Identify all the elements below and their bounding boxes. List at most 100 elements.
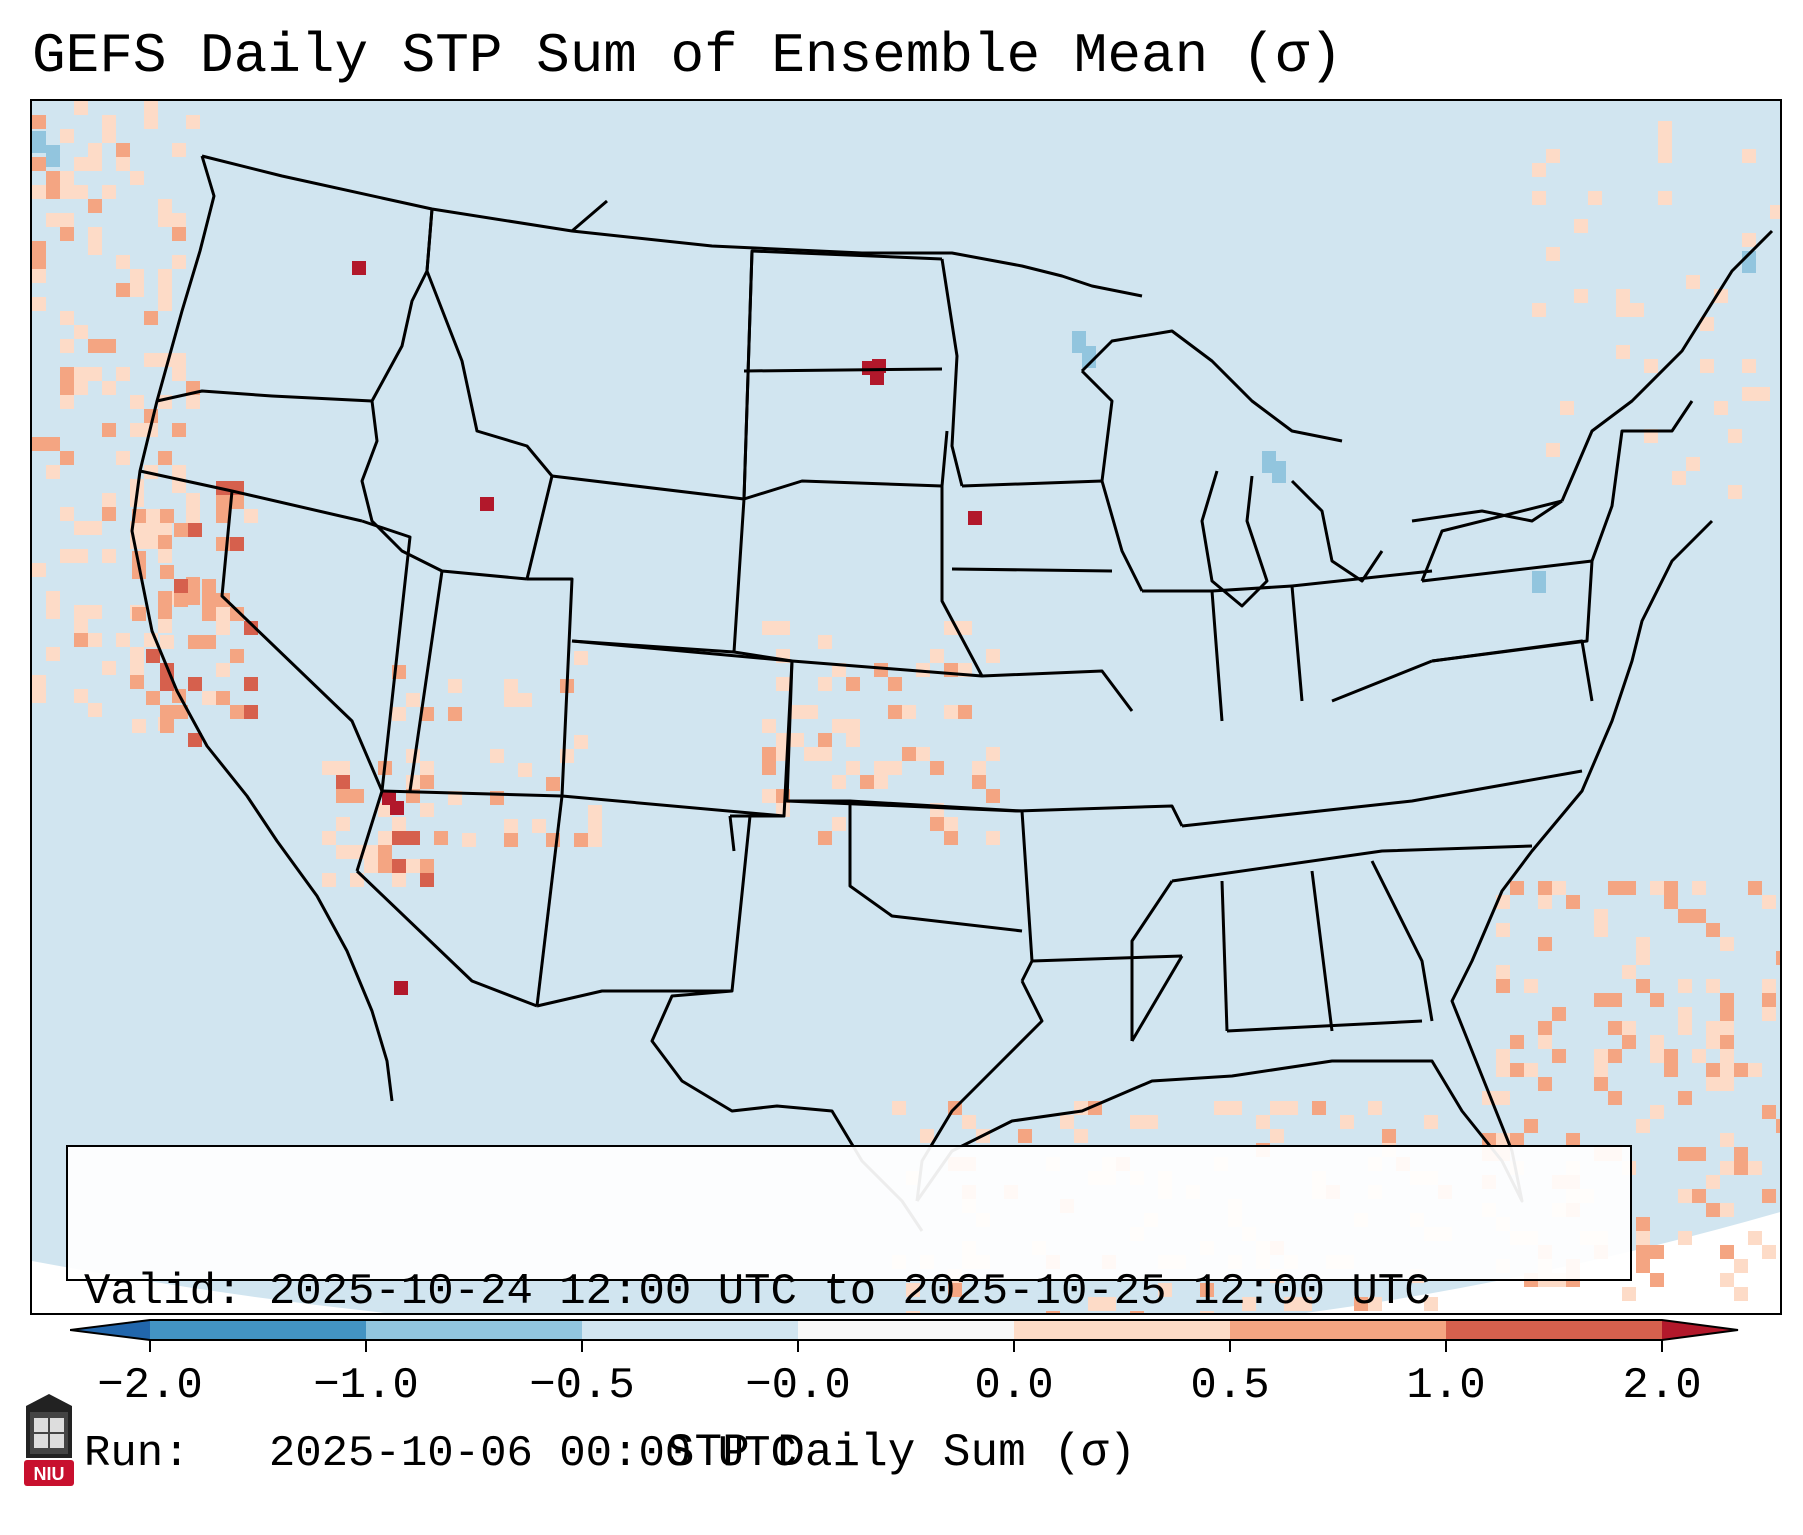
- anomaly-cell: [762, 789, 776, 803]
- anomaly-cell: [762, 621, 776, 635]
- anomaly-cell: [448, 707, 462, 721]
- anomaly-cell: [32, 689, 46, 703]
- anomaly-cell: [1368, 1101, 1382, 1115]
- anomaly-cell: [188, 733, 202, 747]
- anomaly-cell: [1424, 1297, 1438, 1311]
- anomaly-cell: [60, 339, 74, 353]
- anomaly-cell: [230, 607, 244, 621]
- anomaly-cell: [1734, 1287, 1748, 1301]
- anomaly-cell: [1770, 205, 1780, 219]
- anomaly-cell: [1706, 1063, 1720, 1077]
- anomaly-cell: [60, 227, 74, 241]
- anomaly-cell: [392, 831, 406, 845]
- anomaly-cell: [574, 833, 588, 847]
- anomaly-cell: [1158, 1283, 1172, 1297]
- anomaly-cell: [560, 749, 574, 763]
- anomaly-cell: [1074, 1129, 1088, 1143]
- anomaly-cell: [1734, 1259, 1748, 1273]
- anomaly-cell: [1650, 1049, 1664, 1063]
- anomaly-cell: [1686, 457, 1700, 471]
- anomaly-cell: [158, 591, 172, 605]
- anomaly-cell: [74, 367, 88, 381]
- anomaly-cell: [158, 199, 172, 213]
- anomaly-cell: [1636, 1119, 1650, 1133]
- anomaly-cell: [1636, 937, 1650, 951]
- anomaly-cell: [958, 705, 972, 719]
- anomaly-cell: [490, 749, 504, 763]
- anomaly-cell: [116, 157, 130, 171]
- anomaly-cell: [216, 593, 230, 607]
- anomaly-cell: [1650, 1273, 1664, 1287]
- anomaly-cell: [532, 819, 546, 833]
- anomaly-cell: [88, 633, 102, 647]
- anomaly-cell: [930, 817, 944, 831]
- anomaly-cell: [172, 227, 186, 241]
- anomaly-cell: [116, 283, 130, 297]
- anomaly-cell: [88, 521, 102, 535]
- anomaly-cell: [188, 677, 202, 691]
- anomaly-cell: [546, 777, 560, 791]
- colorbar-tick-label: −1.0: [313, 1361, 419, 1411]
- anomaly-cell: [790, 733, 804, 747]
- anomaly-cell: [420, 873, 434, 887]
- anomaly-cell: [944, 831, 958, 845]
- anomaly-cell: [1496, 1049, 1510, 1063]
- anomaly-cell: [588, 805, 602, 819]
- anomaly-cell-high: [870, 371, 884, 385]
- anomaly-cell: [1538, 881, 1552, 895]
- anomaly-cell: [1574, 219, 1588, 233]
- anomaly-cell: [1552, 881, 1566, 895]
- anomaly-cell: [1130, 1115, 1144, 1129]
- anomaly-cell: [574, 735, 588, 749]
- anomaly-cell: [230, 537, 244, 551]
- valid-time-text: Valid: 2025-10-24 12:00 UTC to 2025-10-2…: [84, 1267, 1431, 1317]
- anomaly-cell: [1546, 247, 1560, 261]
- anomaly-cell: [158, 297, 172, 311]
- anomaly-cell: [160, 509, 174, 523]
- anomaly-cell: [1636, 1231, 1650, 1245]
- anomaly-cell: [202, 579, 216, 593]
- logo-text: NIU: [34, 1464, 65, 1484]
- anomaly-cell: [420, 761, 434, 775]
- anomaly-cell: [364, 859, 378, 873]
- anomaly-cell: [1496, 979, 1510, 993]
- anomaly-cell: [1354, 1297, 1368, 1311]
- anomaly-cell-low: [1532, 571, 1546, 593]
- anomaly-cell: [1018, 1129, 1032, 1143]
- anomaly-cell: [1762, 1189, 1776, 1203]
- anomaly-cell: [32, 157, 46, 171]
- anomaly-cell-high: [480, 497, 494, 511]
- anomaly-cell: [846, 733, 860, 747]
- anomaly-cell: [60, 129, 74, 143]
- anomaly-cell: [846, 761, 860, 775]
- anomaly-cell: [1616, 303, 1630, 317]
- anomaly-cell: [186, 395, 200, 409]
- anomaly-cell: [1720, 1203, 1734, 1217]
- anomaly-cell: [1692, 1049, 1706, 1063]
- anomaly-cell: [116, 255, 130, 269]
- anomaly-cell: [588, 833, 602, 847]
- anomaly-cell: [88, 199, 102, 213]
- anomaly-cell: [1762, 1007, 1776, 1021]
- anomaly-cell: [130, 283, 144, 297]
- anomaly-cell: [1678, 1147, 1692, 1161]
- anomaly-cell: [378, 803, 392, 817]
- anomaly-cell: [244, 705, 258, 719]
- anomaly-cell: [1242, 1297, 1256, 1311]
- anomaly-cell: [102, 185, 116, 199]
- anomaly-cell: [102, 339, 116, 353]
- anomaly-cell: [74, 619, 88, 633]
- anomaly-cell: [160, 565, 174, 579]
- anomaly-cell: [1742, 359, 1756, 373]
- anomaly-cell: [1734, 1161, 1748, 1175]
- anomaly-cell: [504, 693, 518, 707]
- colorbar-tick-label: 0.5: [1190, 1361, 1270, 1411]
- anomaly-cell: [378, 859, 392, 873]
- anomaly-cell: [132, 607, 146, 621]
- anomaly-cell: [1644, 359, 1658, 373]
- anomaly-cell: [1706, 1035, 1720, 1049]
- anomaly-cell: [504, 819, 518, 833]
- colorbar-tick-label: 2.0: [1622, 1361, 1702, 1411]
- anomaly-cell: [420, 707, 434, 721]
- anomaly-cell: [1102, 1297, 1116, 1311]
